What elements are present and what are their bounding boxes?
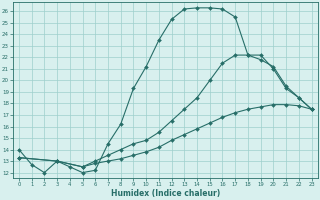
X-axis label: Humidex (Indice chaleur): Humidex (Indice chaleur) xyxy=(111,189,220,198)
